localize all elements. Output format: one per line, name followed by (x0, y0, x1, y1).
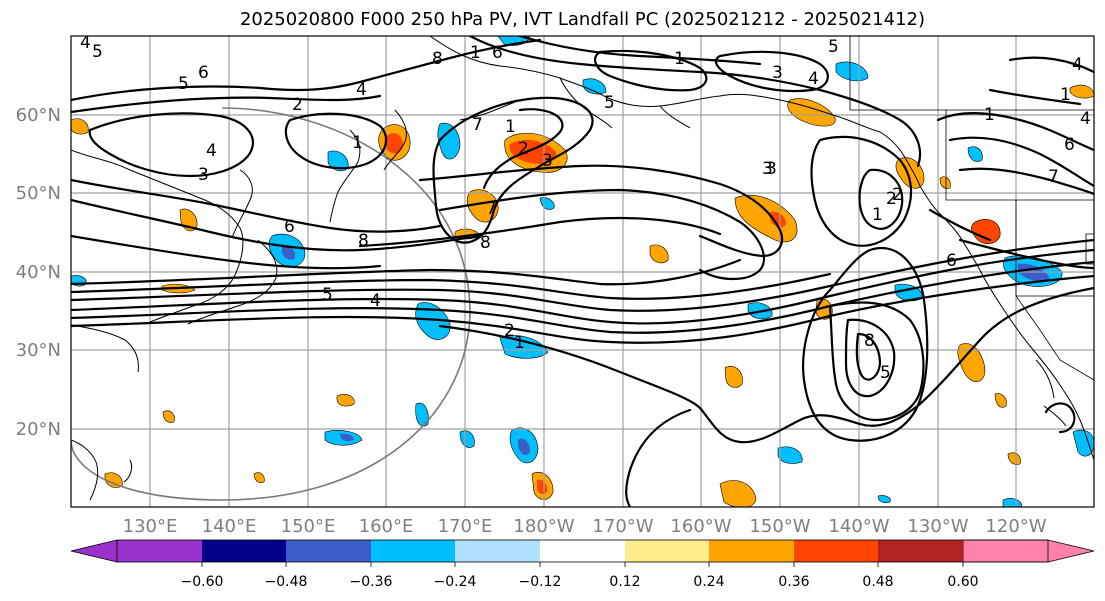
map-title: 2025020800 F000 250 hPa PV, IVT Landfall… (239, 9, 926, 30)
contour-label: 4 (80, 33, 91, 53)
colorbar-tick-label: 0.48 (862, 574, 893, 590)
colorbar-tick-label: 0.24 (693, 574, 724, 590)
lat-label: 40°N (16, 262, 61, 283)
contour-label: 8 (480, 233, 491, 253)
contour-label: 1 (872, 205, 883, 225)
contour-label: 7 (1048, 167, 1059, 187)
contour-label: 1 (505, 117, 516, 137)
lon-label: 170°W (592, 516, 653, 537)
lon-label: 170°E (438, 516, 493, 537)
contour-label-group: 5 6 4 5 5 2 4 4 1 3 8 1 6 2 1 7 3 4 5 1 … (80, 33, 1091, 383)
contour-label: 5 (604, 93, 615, 113)
contour-label: 6 (946, 251, 957, 271)
contour-label: 3 (198, 165, 209, 185)
contour-label: 5 (322, 285, 333, 305)
lat-label: 30°N (16, 340, 61, 361)
contour-label: 3 (542, 151, 553, 171)
colorbar-tick-label: −0.12 (519, 574, 562, 590)
contour-label: 5 (178, 74, 189, 94)
contour-label: 4 (808, 69, 819, 89)
contour-label: 3 (762, 159, 773, 179)
colorbar-segment (540, 540, 625, 562)
colorbar-segment (794, 540, 878, 562)
colorbar-tick-label: −0.24 (434, 574, 477, 590)
contour-label: 5 (828, 37, 839, 57)
colorbar-segment (202, 540, 286, 562)
landfall-region-circle (71, 107, 471, 501)
latitude-axis: 60°N 50°N 40°N 30°N 20°N (16, 105, 61, 440)
colorbar-frame (116, 539, 1049, 563)
contour-label: 4 (370, 291, 381, 311)
contour-label: 2 (292, 95, 303, 115)
contour-label: 7 (486, 199, 497, 219)
contour-label: 2 (504, 321, 515, 341)
lon-label: 140°W (828, 516, 889, 537)
contour-label: 7 (472, 115, 483, 135)
contour-label: 5 (880, 363, 891, 383)
contour-label: 4 (1072, 55, 1083, 75)
contour-label: 1 (514, 333, 525, 353)
lon-label: 130°E (123, 516, 178, 537)
contour-label: 1 (1060, 85, 1071, 105)
contour-label: 2 (886, 189, 897, 209)
contour-label: 3 (766, 159, 777, 179)
colorbar-segment (371, 540, 455, 562)
lat-label: 60°N (16, 105, 61, 126)
contour-label: 6 (1064, 135, 1075, 155)
contour-label: 3 (772, 63, 783, 83)
contour-label: 1 (352, 133, 363, 153)
lat-label: 50°N (16, 183, 61, 204)
map-panel: 5 6 4 5 5 2 4 4 1 3 8 1 6 2 1 7 3 4 5 1 … (71, 33, 1094, 507)
contour-label: 5 (92, 42, 103, 62)
colorbar-segment (455, 540, 540, 562)
colorbar-extend-low (70, 539, 118, 563)
contour-label: 2 (518, 139, 529, 159)
colorbar-tick-label: −0.48 (265, 574, 308, 590)
contour-label: 2 (892, 185, 903, 205)
pv-contours (71, 36, 1094, 507)
contour-label: 1 (674, 49, 685, 69)
colorbar-segment (878, 540, 963, 562)
colorbar-tick-label: 0.36 (778, 574, 809, 590)
lon-label: 140°E (202, 516, 257, 537)
contour-label: 6 (198, 63, 209, 83)
lon-label: 180°W (513, 516, 574, 537)
lon-label: 150°W (749, 516, 810, 537)
lon-label: 150°E (281, 516, 336, 537)
contour-label: 4 (356, 80, 367, 100)
contour-label: 6 (492, 43, 503, 63)
colorbar-segment (117, 540, 202, 562)
colorbar-tick-label: 0.60 (947, 574, 978, 590)
contour-label: 4 (206, 141, 217, 161)
lon-label: 160°E (359, 516, 414, 537)
colorbar-extend-high (962, 539, 1095, 563)
longitude-axis: 130°E 140°E 150°E 160°E 170°E 180°W 170°… (123, 516, 1047, 537)
colorbar-segment (286, 540, 371, 562)
contour-label: 6 (284, 217, 295, 237)
contour-label: 8 (864, 331, 875, 351)
lon-label: 120°W (985, 516, 1046, 537)
lat-label: 20°N (16, 419, 61, 440)
lon-label: 130°W (907, 516, 968, 537)
lon-label: 160°W (670, 516, 731, 537)
colorbar-tick-label: 0.12 (609, 574, 640, 590)
borders (849, 36, 1094, 381)
colorbar-tick-label: −0.60 (181, 574, 224, 590)
colorbar-tick-label: −0.36 (350, 574, 393, 590)
contour-label: 8 (432, 49, 443, 69)
contour-label: 8 (358, 231, 369, 251)
colorbar: −0.60 −0.48 −0.36 −0.24 −0.12 0.12 0.24 … (70, 539, 1095, 590)
colorbar-segment (709, 540, 794, 562)
contour-label: 4 (1080, 109, 1091, 129)
colorbar-segment (625, 540, 709, 562)
contour-label: 1 (470, 43, 481, 63)
contour-label: 1 (984, 105, 995, 125)
map-frame (70, 35, 1095, 508)
